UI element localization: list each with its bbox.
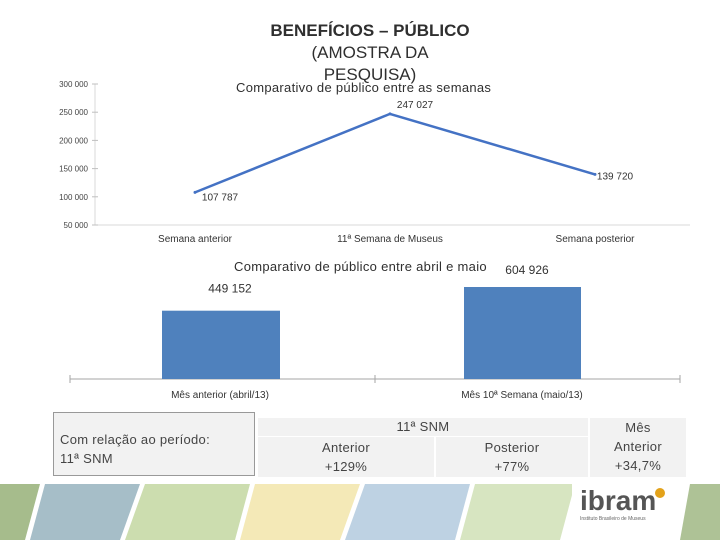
line-chart-y-tick-label: 50 000 xyxy=(64,221,89,230)
ibram-logo: ibram Instituto Brasileiro de Museus xyxy=(580,485,665,522)
summary-label: Com relação ao período: 11ª SNM xyxy=(60,430,210,468)
line-chart-point xyxy=(193,190,197,194)
line-chart-category-label: Semana anterior xyxy=(158,234,233,245)
logo-text: ibram xyxy=(580,485,656,516)
line-chart-y-tick-label: 150 000 xyxy=(59,165,88,174)
slide-title-line-1: BENEFÍCIOS – PÚBLICO xyxy=(270,21,470,40)
logo-backdrop xyxy=(572,484,690,540)
snm-comparison-table: 11ª SNM Anterior +129% Posterior +77% Mê… xyxy=(258,418,686,477)
slide-title-line-2: (AMOSTRA DA xyxy=(311,43,429,62)
bar-chart-bar xyxy=(162,310,280,379)
snm-col-value: +34,7% xyxy=(614,458,662,473)
snm-group-header: 11ª SNM xyxy=(258,418,588,436)
footer-stripe xyxy=(240,484,360,540)
bar-chart-title: Comparativo de público entre abril e mai… xyxy=(234,259,487,274)
summary-label-line-1: Com relação ao período: xyxy=(60,432,210,447)
line-chart-data-label: 139 720 xyxy=(597,171,634,182)
slide-title-line-3: PESQUISA) xyxy=(323,65,417,84)
bar-chart-category-label: Mês 10ª Semana (maio/13) xyxy=(461,390,583,401)
footer-stripe xyxy=(0,484,40,540)
line-chart-point xyxy=(593,172,597,176)
line-chart-y-tick-label: 300 000 xyxy=(59,80,88,89)
line-chart-category-label: 11ª Semana de Museus xyxy=(337,234,443,245)
summary-label-line-2: 11ª SNM xyxy=(60,451,113,466)
line-chart-y-tick-label: 250 000 xyxy=(59,108,88,117)
summary-box xyxy=(53,412,255,476)
line-chart-y-tick-label: 100 000 xyxy=(59,193,88,202)
slide-title: BENEFÍCIOS – PÚBLICO (AMOSTRA DA PESQUIS… xyxy=(200,20,540,86)
line-chart-title: Comparativo de público entre as semanas xyxy=(236,80,492,95)
line-chart-category-label: Semana posterior xyxy=(556,234,636,245)
logo-tagline: Instituto Brasileiro de Museus xyxy=(580,516,646,522)
line-chart-y-tick-label: 200 000 xyxy=(59,136,88,145)
snm-col-value: +77% xyxy=(494,459,530,474)
snm-col-label: Anterior xyxy=(322,440,370,455)
footer-stripe xyxy=(30,484,140,540)
line-chart: 300 000 250 000 200 000 150 000 100 000 50 00… xyxy=(59,80,690,245)
footer-stripe xyxy=(345,484,470,540)
footer-stripe xyxy=(125,484,250,540)
bar-chart-category-label: Mês anterior (abril/13) xyxy=(171,390,269,401)
snm-col-label: Mês Anterior xyxy=(614,420,662,454)
bar-chart-data-label: 449 152 xyxy=(208,282,252,296)
line-chart-point xyxy=(388,112,392,116)
snm-col-value: +129% xyxy=(324,459,368,474)
bar-chart-bar xyxy=(464,287,581,379)
bar-chart-data-label: 604 926 xyxy=(505,263,549,277)
footer-stripe xyxy=(680,484,720,540)
logo-dot xyxy=(655,488,665,498)
snm-col-mes-anterior: Mês Anterior +34,7% xyxy=(590,418,686,477)
snm-col-label: Posterior xyxy=(484,440,540,455)
line-chart-data-label: 247 027 xyxy=(397,100,434,111)
line-chart-data-label: 107 787 xyxy=(202,192,239,203)
footer-bar: ibram Instituto Brasileiro de Museus xyxy=(0,484,720,540)
snm-col-posterior: Posterior +77% xyxy=(436,437,588,477)
footer-stripe xyxy=(460,484,575,540)
snm-col-anterior: Anterior +129% xyxy=(258,437,434,477)
bar-chart: 449 152 Mês anterior (abril/13) 604 926 Mês… xyxy=(69,263,681,401)
